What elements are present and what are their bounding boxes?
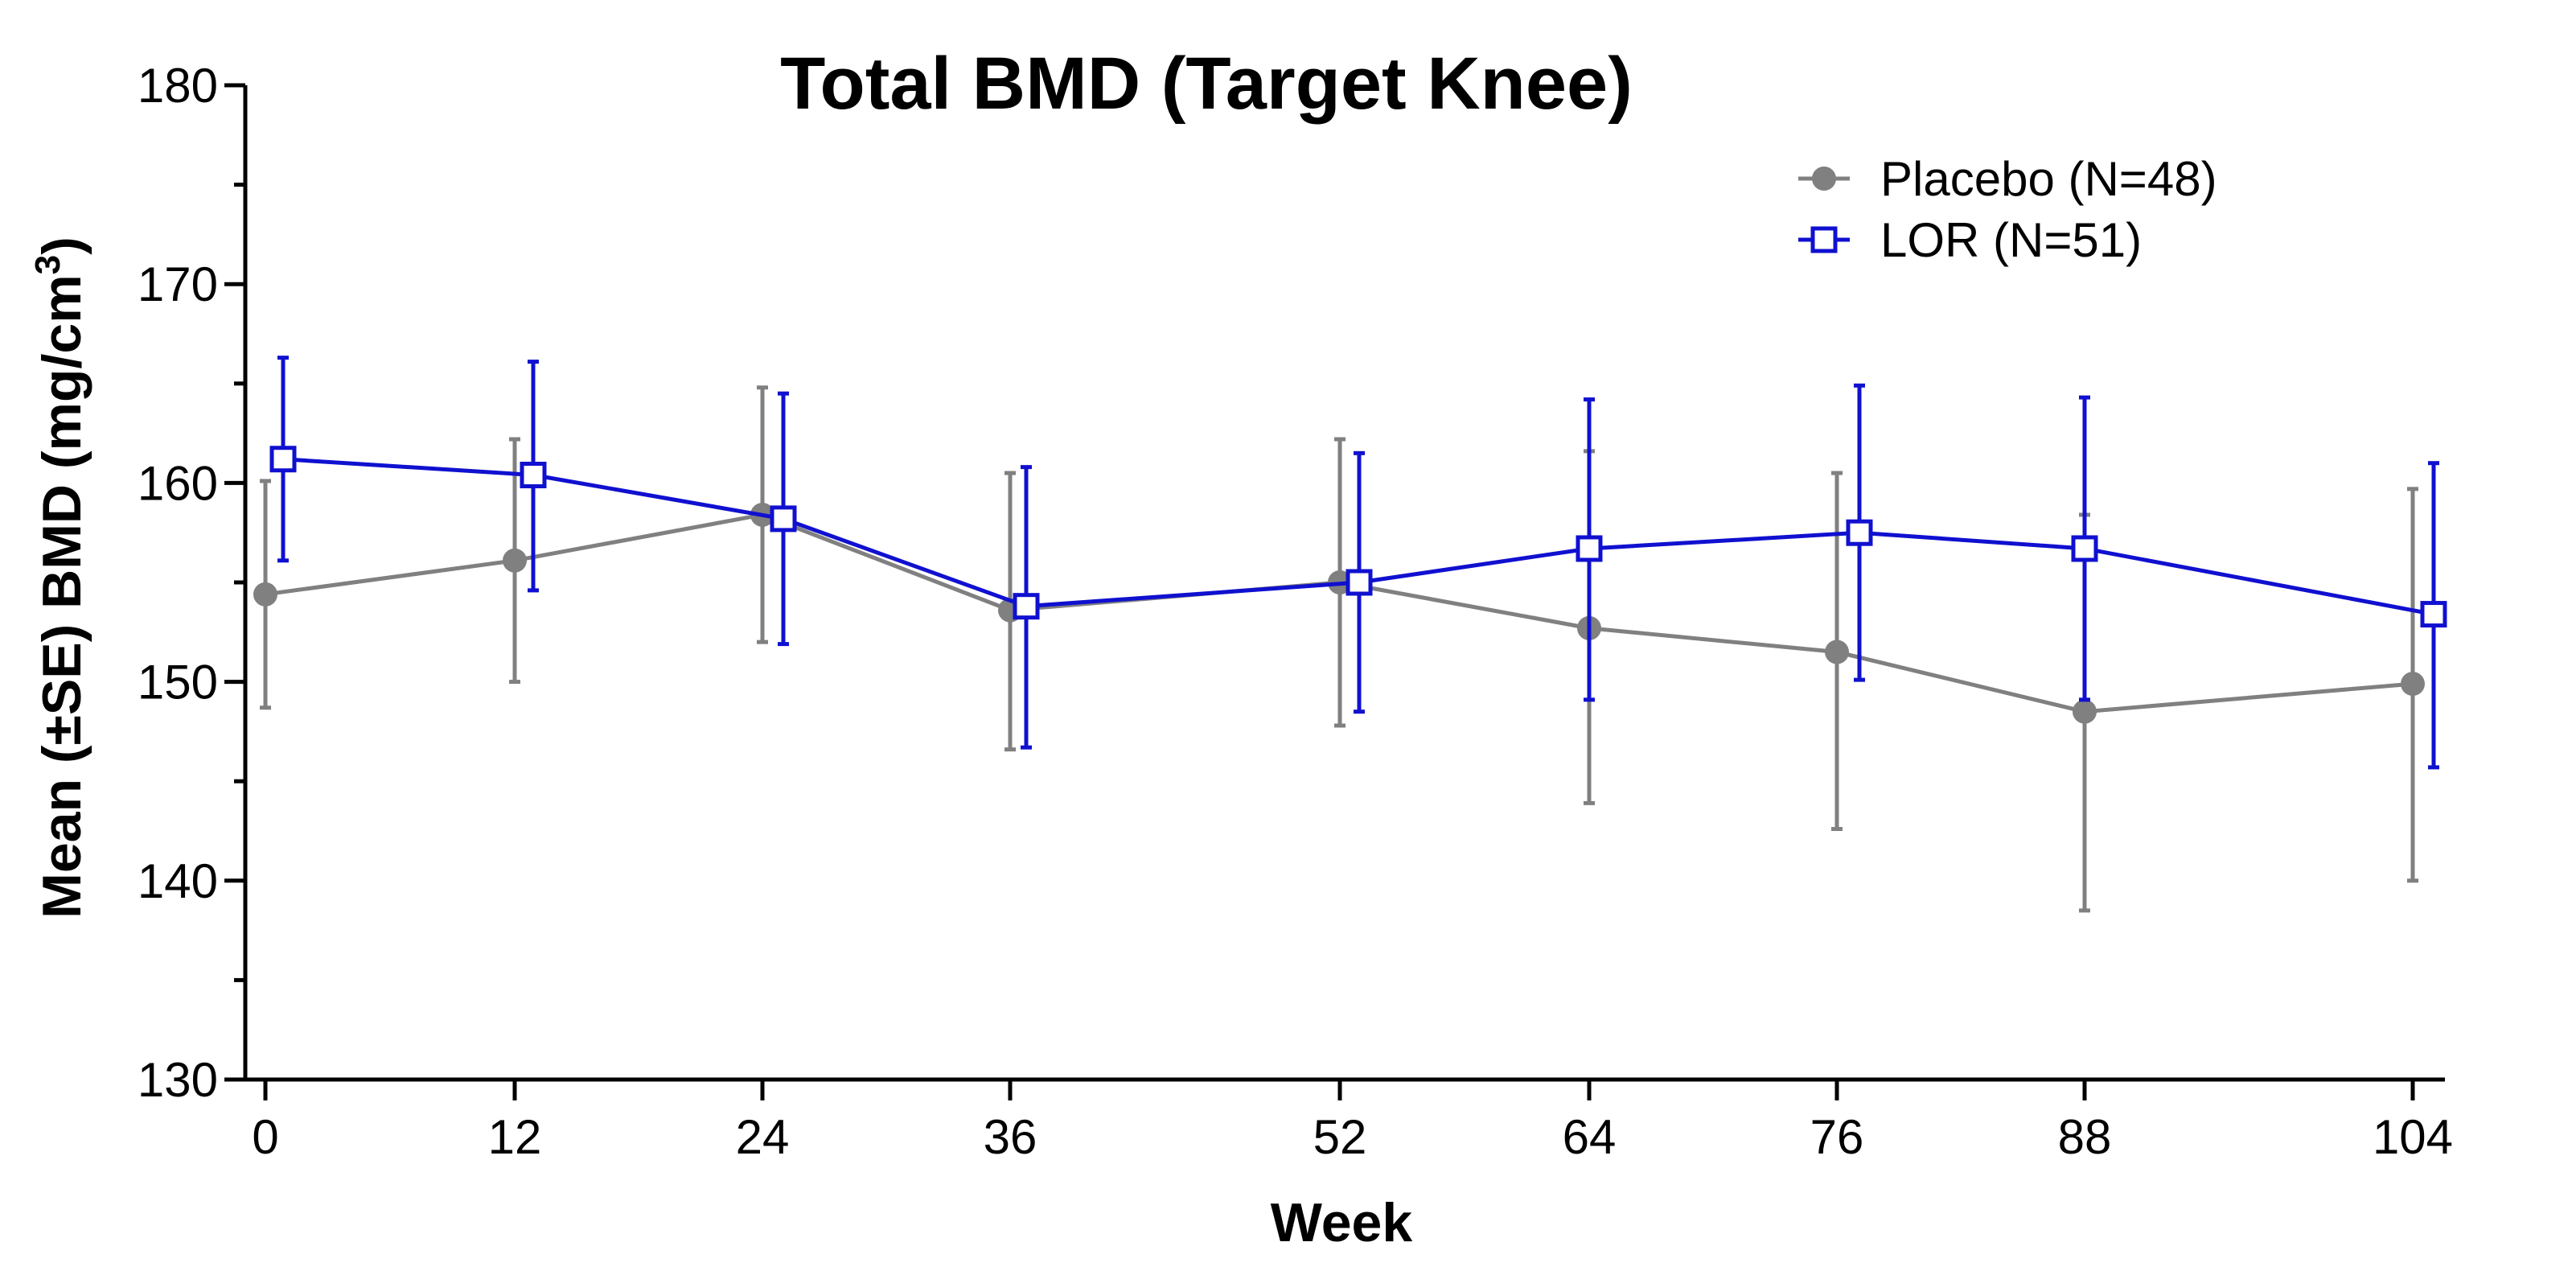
data-point [2071,535,2098,562]
data-point [1013,593,1040,620]
data-point [1846,519,1873,546]
data-point [253,582,277,607]
legend-label: Placebo (N=48) [1880,152,2217,206]
y-tick-label: 160 [138,456,218,510]
data-point [1825,640,1849,664]
legend-label: LOR (N=51) [1880,213,2142,267]
data-point [2420,601,2447,628]
data-point [269,446,297,473]
chart-title: Total BMD (Target Knee) [780,43,1633,125]
y-tick-label: 180 [138,59,218,113]
series-placebo [253,385,2425,913]
x-tick-label: 104 [2373,1110,2453,1164]
data-point [1576,535,1603,562]
plot-area [253,356,2447,913]
x-tick-label: 0 [252,1110,278,1164]
x-tick-label: 36 [984,1110,1037,1164]
y-tick-label: 140 [138,854,218,908]
y-ticks: 130 140 150 160 170 180 [138,59,245,1107]
y-tick-label: 170 [138,257,218,311]
y-axis-label-close: ) [31,236,92,255]
data-point [770,505,797,533]
x-tick-label: 12 [488,1110,542,1164]
x-tick-label: 88 [2058,1110,2112,1164]
y-axis-label-superscript: 3 [28,255,68,274]
legend-marker [1810,226,1838,253]
x-tick-label: 64 [1563,1110,1617,1164]
data-point [1346,569,1373,596]
x-tick-label: 76 [1810,1110,1864,1164]
series-lor [269,356,2447,770]
data-point [2073,699,2097,724]
legend-marker [1812,167,1836,191]
data-point [520,462,547,489]
data-point [503,548,527,573]
legend-item: Placebo (N=48) [1798,152,2217,206]
legend-item: LOR (N=51) [1798,213,2142,267]
legend: Placebo (N=48) LOR (N=51) [1798,152,2217,267]
y-tick-label: 130 [138,1053,218,1107]
data-point [2401,672,2425,697]
y-tick-label: 150 [138,656,218,709]
y-axis-label-main: Mean (±SE) BMD (mg/cm [31,274,92,919]
x-axis-label: Week [1271,1192,1413,1253]
y-axis-label: Mean (±SE) BMD (mg/cm3) [28,236,92,919]
x-ticks: 0 12 24 36 52 64 76 88 104 [252,1080,2453,1164]
x-tick-label: 52 [1313,1110,1367,1164]
x-tick-label: 24 [736,1110,790,1164]
